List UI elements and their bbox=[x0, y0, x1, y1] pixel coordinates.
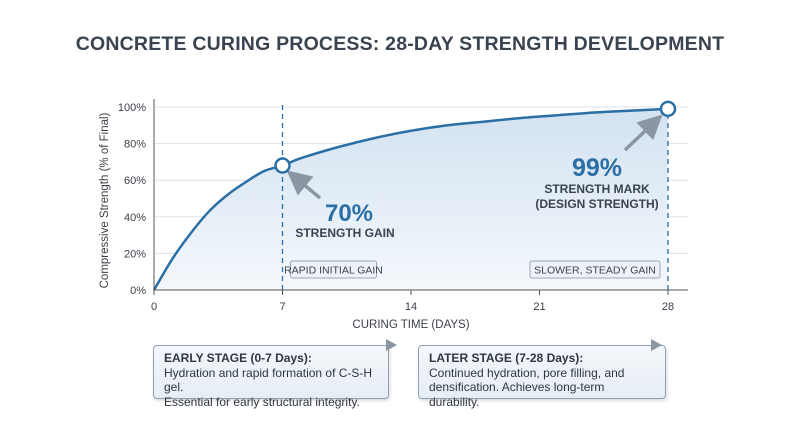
early-stage-title: EARLY STAGE (0-7 Days): bbox=[164, 351, 312, 365]
early-stage-line1: Hydration and rapid formation of C-S-H g… bbox=[164, 365, 373, 395]
strength-mark-label-2: (DESIGN STRENGTH) bbox=[535, 197, 658, 211]
svg-text:SLOWER, STEADY GAIN: SLOWER, STEADY GAIN bbox=[534, 265, 656, 277]
strength-gain-arrow-icon bbox=[286, 170, 322, 200]
strength-mark-label-1: STRENGTH MARK bbox=[544, 182, 650, 196]
y-tick-label: 0% bbox=[130, 285, 146, 297]
y-axis-label: Compressive Strength (% of Final) bbox=[99, 112, 111, 288]
early-stage-box: EARLY STAGE (0-7 Days): Hydration and ra… bbox=[153, 345, 389, 409]
early-stage-line2: Essential for early structural integrity… bbox=[164, 394, 360, 409]
strength-curve bbox=[152, 107, 669, 291]
later-stage-arrow-icon bbox=[651, 339, 662, 351]
svg-text:RAPID INITIAL GAIN: RAPID INITIAL GAIN bbox=[284, 265, 383, 277]
later-stage-line1: Continued hydration, pore filling, and bbox=[429, 365, 625, 380]
chart-title: CONCRETE CURING PROCESS: 28-DAY STRENGTH… bbox=[75, 33, 725, 55]
rapid-gain-tag: RAPID INITIAL GAIN bbox=[284, 260, 383, 279]
later-stage-box: LATER STAGE (7-28 Days): Continued hydra… bbox=[418, 345, 666, 409]
x-tick-label: 21 bbox=[533, 301, 545, 313]
day7-point bbox=[274, 157, 291, 174]
strength-gain-label: STRENGTH GAIN bbox=[295, 226, 394, 240]
strength-mark-value: 99% bbox=[572, 154, 622, 182]
later-stage-line2: densification. Achieves long-term durabi… bbox=[429, 380, 605, 409]
day28-point bbox=[659, 100, 677, 118]
x-tick-label: 28 bbox=[662, 301, 674, 313]
y-tick-label: 40% bbox=[124, 212, 146, 224]
x-tick-label: 14 bbox=[405, 301, 417, 313]
y-tick-label: 60% bbox=[124, 175, 146, 187]
x-tick-label: 0 bbox=[151, 301, 157, 313]
x-tick-label: 7 bbox=[279, 301, 285, 313]
strength-chart: 0% 20% 40% 60% 80% 100% 0 7 14 21 28 RAPID INITIAL… bbox=[99, 99, 688, 331]
later-stage-title: LATER STAGE (7-28 Days): bbox=[429, 351, 584, 365]
strength-mark-arrow-icon bbox=[623, 114, 663, 152]
y-tick-label: 100% bbox=[118, 102, 146, 114]
steady-gain-tag: SLOWER, STEADY GAIN bbox=[529, 260, 661, 279]
x-axis-label: CURING TIME (DAYS) bbox=[352, 319, 469, 331]
early-stage-arrow-icon bbox=[386, 339, 397, 351]
strength-gain-value: 70% bbox=[325, 200, 373, 227]
y-tick-label: 20% bbox=[124, 248, 146, 260]
y-tick-label: 80% bbox=[124, 139, 146, 151]
